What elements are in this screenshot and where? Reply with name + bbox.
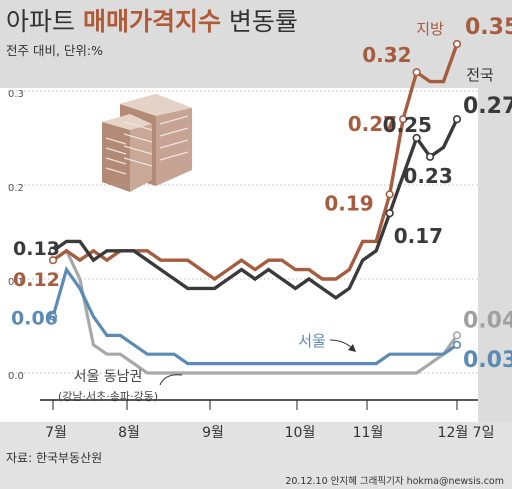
data-label: 0.23 (403, 164, 452, 188)
footer-band (0, 422, 512, 489)
data-label: 0.17 (394, 224, 443, 248)
point-marker (412, 133, 421, 143)
point-marker (48, 246, 58, 255)
source-note: 자료: 한국부동산원 (6, 451, 102, 465)
point-marker (412, 68, 421, 77)
y-tick-label: 0.3 (8, 89, 24, 100)
series-label-jibang: 지방 (416, 20, 444, 38)
point-marker (452, 331, 462, 340)
x-tick-label: 9월 (202, 425, 224, 441)
series-label-dongnam-sub: (강남·서초·송파·강동) (58, 390, 158, 403)
chart-subtitle: 전주 대비, 단위:% (6, 43, 103, 58)
x-tick-label: 11월 (353, 425, 384, 441)
x-tick-label: 12월 7일 (438, 425, 495, 441)
data-label-layer: 0.13 0.12 0.06 0.19 0.27 0.32 0.35 0.17 … (11, 15, 512, 373)
point-marker (48, 256, 58, 265)
series-label-seoul: 서울 (298, 332, 326, 350)
series-label-dongnam: 서울 동남권 (74, 369, 143, 385)
data-label: 0.03 (463, 348, 512, 373)
point-marker (385, 190, 394, 199)
point-marker (399, 115, 408, 124)
y-tick-label: 0.1 (8, 277, 24, 288)
seoul-pointer-line (329, 339, 353, 349)
x-tick-label: 8월 (118, 425, 140, 441)
data-label: 0.27 (463, 94, 512, 119)
y-tick-label: 0.2 (8, 183, 24, 194)
y-grid: 0.3 0.2 0.1 0.0 (8, 89, 478, 382)
chart-title: 아파트 매매가격지수 변동률 (6, 7, 298, 36)
x-axis: 7월 8월 9월 10월 11월 12월 7일 (40, 399, 495, 441)
series-line-2 (51, 265, 458, 366)
data-label: 0.13 (13, 238, 60, 260)
y-tick-label: 0.0 (8, 371, 24, 382)
credit-note: 20.12.10 안지혜 그래픽기자 hokma@newsis.com (285, 475, 504, 487)
series-layer (48, 39, 462, 375)
point-marker (452, 39, 462, 49)
series-label-jeonguk: 전국 (466, 66, 494, 84)
data-label: 0.35 (465, 15, 512, 40)
point-marker (452, 340, 462, 349)
data-label: 0.04 (463, 308, 512, 333)
point-marker (425, 152, 435, 161)
data-label: 0.27 (348, 112, 397, 136)
series-line-3 (52, 248, 459, 375)
dongnam-pointer-line (159, 374, 183, 386)
point-marker (452, 115, 462, 124)
data-label: 0.12 (13, 269, 60, 291)
data-label: 0.06 (11, 308, 58, 330)
point-marker (48, 312, 58, 321)
x-tick-label: 7월 (45, 425, 67, 441)
apartment-building-icon (102, 94, 192, 192)
data-label: 0.32 (362, 43, 411, 67)
point-marker (385, 209, 394, 218)
data-label: 0.19 (324, 191, 373, 215)
seoul-pointer-arrow (348, 344, 356, 352)
x-tick-label: 10월 (285, 425, 316, 441)
data-label: 0.25 (383, 113, 432, 137)
